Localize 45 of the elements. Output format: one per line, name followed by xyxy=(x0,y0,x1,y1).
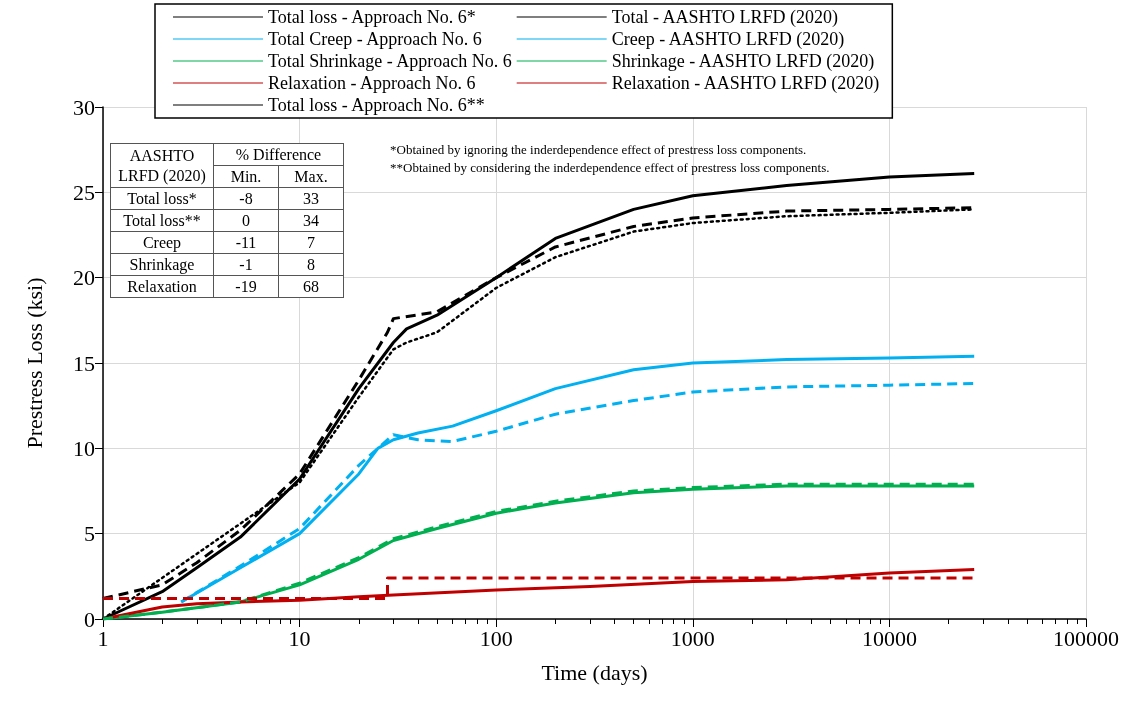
y-tick-label: 15 xyxy=(73,350,95,376)
x-tick-label: 1 xyxy=(97,625,109,651)
legend-label: Relaxation - Approach No. 6 xyxy=(268,73,476,93)
y-tick-label: 20 xyxy=(73,265,95,291)
annotation: -1 xyxy=(213,253,279,276)
annotation: Total loss** xyxy=(110,209,214,232)
legend-label: Creep - AASHTO LRFD (2020) xyxy=(611,29,845,50)
annotation: **Obtained by considering the inderdependence effect of prestress loss components. xyxy=(390,160,830,176)
annotation: -11 xyxy=(213,231,279,254)
legend-label: Total loss - Approach No. 6** xyxy=(268,95,485,115)
annotation: Relaxation xyxy=(110,275,214,298)
annotation: Shrinkage xyxy=(110,253,214,276)
y-tick-label: 10 xyxy=(73,435,95,461)
annotation: Max. xyxy=(278,165,344,188)
y-tick-label: 0 xyxy=(84,606,95,632)
x-tick-label: 10 xyxy=(288,625,311,651)
x-tick-label: 100 xyxy=(479,625,513,651)
legend-label: Relaxation - AASHTO LRFD (2020) xyxy=(611,73,880,94)
annotation: 33 xyxy=(278,187,344,210)
x-tick-label: 10000 xyxy=(861,625,917,651)
legend-label: Total Creep - Approach No. 6 xyxy=(268,29,482,49)
annotation: Total loss* xyxy=(110,187,214,210)
legend-label: Total loss - Approach No. 6* xyxy=(268,7,476,27)
y-tick-label: 30 xyxy=(73,94,95,120)
annotation: 68 xyxy=(278,275,344,298)
legend-label: Total - AASHTO LRFD (2020) xyxy=(611,7,839,28)
x-axis-title: Time (days) xyxy=(541,659,648,685)
annotation: 34 xyxy=(278,209,344,232)
y-tick-label: 25 xyxy=(73,179,95,205)
y-axis-title: Prestress Loss (ksi) xyxy=(21,277,47,449)
legend-label: Total Shrinkage - Approach No. 6 xyxy=(268,51,512,71)
y-tick-label: 5 xyxy=(84,521,95,547)
legend-label: Shrinkage - AASHTO LRFD (2020) xyxy=(611,51,875,72)
annotation: Min. xyxy=(213,165,279,188)
annotation: 0 xyxy=(213,209,279,232)
annotation: -19 xyxy=(213,275,279,298)
annotation: Creep xyxy=(110,231,214,254)
annotation: AASHTO LRFD (2020) xyxy=(110,143,214,188)
x-tick-label: 1000 xyxy=(670,625,715,651)
annotation: *Obtained by ignoring the inderdependence effect of prestress loss components. xyxy=(390,142,807,158)
annotation: -8 xyxy=(213,187,279,210)
x-tick-label: 100000 xyxy=(1053,625,1119,651)
annotation: % Difference xyxy=(213,143,344,166)
annotation: 8 xyxy=(278,253,344,276)
annotation: 7 xyxy=(278,231,344,254)
